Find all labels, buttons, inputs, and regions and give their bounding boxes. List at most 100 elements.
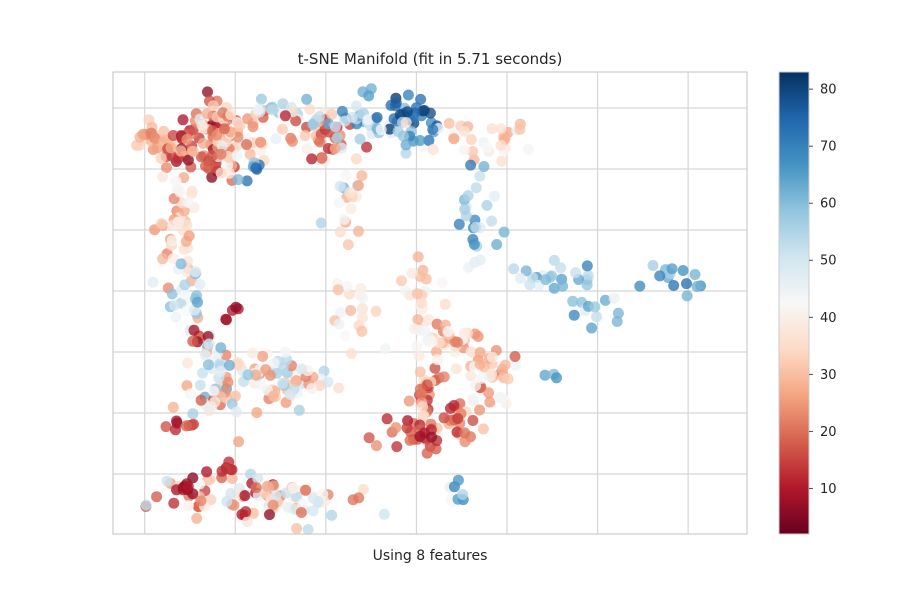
scatter-point [431, 318, 443, 330]
scatter-point [612, 307, 624, 319]
scatter-point [414, 366, 426, 378]
scatter-point [297, 498, 309, 510]
scatter-point [338, 213, 350, 225]
scatter-point [202, 86, 213, 98]
scatter-point [414, 431, 426, 442]
scatter-point [557, 280, 569, 292]
scatter-point [169, 299, 181, 311]
scatter-point [166, 288, 178, 300]
scatter-point [414, 135, 426, 146]
colorbar-tick-label: 20 [820, 425, 837, 440]
scatter-point [181, 380, 193, 392]
scatter-point [277, 98, 289, 110]
scatter-point [241, 139, 252, 150]
scatter-point [264, 509, 275, 521]
scatter-point [241, 516, 253, 528]
scatter-point [287, 482, 299, 494]
scatter-point [484, 396, 496, 408]
scatter-point [418, 410, 430, 421]
scatter-point [182, 480, 194, 492]
colorbar-tick-label: 70 [820, 140, 837, 155]
scatter-point [426, 336, 438, 348]
scatter-point [411, 288, 423, 300]
scatter-point [459, 144, 470, 156]
scatter-point [250, 369, 262, 381]
scatter-point [430, 443, 442, 455]
scatter-point [459, 427, 471, 439]
scatter-point [180, 420, 192, 432]
scatter-point [187, 335, 199, 347]
scatter-point [342, 239, 354, 251]
scatter-point [215, 167, 227, 179]
scatter-point [250, 162, 262, 174]
scatter-point [203, 359, 214, 371]
scatter-point [591, 311, 603, 323]
scatter-point [465, 370, 477, 382]
scatter-point [277, 377, 288, 389]
scatter-point [252, 472, 264, 484]
scatter-point [345, 203, 357, 215]
scatter-point [582, 270, 594, 282]
colorbar-tick-label: 30 [820, 368, 837, 383]
scatter-point [291, 491, 302, 503]
scatter-point [188, 324, 200, 336]
scatter-point [654, 270, 666, 282]
scatter-point [255, 93, 267, 105]
scatter-point [175, 258, 187, 270]
scatter-point [171, 415, 182, 427]
scatter-point [280, 346, 291, 358]
scatter-point [242, 113, 254, 125]
scatter-point [223, 167, 235, 179]
scatter-point [215, 148, 227, 160]
scatter-point [255, 136, 267, 148]
scatter-point [363, 432, 375, 444]
scatter-point [293, 404, 305, 416]
scatter-point [404, 434, 416, 446]
scatter-point [450, 363, 462, 375]
scatter-point [170, 175, 182, 187]
scatter-point [356, 312, 368, 324]
scatter-point [391, 441, 403, 453]
scatter-point [182, 154, 194, 166]
scatter-point [439, 298, 451, 310]
scatter-point [384, 123, 396, 135]
scatter-point [246, 347, 258, 359]
scatter-point [401, 422, 413, 434]
scatter-point [402, 89, 414, 101]
scatter-point [465, 159, 477, 171]
scatter-point [167, 130, 179, 141]
scatter-point [191, 512, 203, 524]
scatter-point [329, 121, 341, 133]
scatter-point [589, 301, 601, 313]
scatter-point [586, 322, 598, 334]
scatter-point [155, 152, 167, 164]
scatter-point [312, 496, 324, 507]
scatter-point [208, 385, 220, 397]
scatter-point [147, 276, 159, 288]
scatter-point [411, 340, 423, 352]
scatter-point [474, 170, 486, 182]
scatter-point [421, 379, 433, 391]
scatter-point [381, 413, 393, 425]
scatter-point [201, 466, 213, 478]
scatter-point [352, 180, 364, 191]
scatter-point [187, 145, 199, 157]
scatter-point [481, 199, 493, 211]
scatter-point [436, 277, 448, 289]
scatter-point [221, 496, 233, 507]
scatter-point [350, 100, 362, 112]
scatter-point [483, 387, 495, 399]
scatter-point [186, 185, 198, 197]
scatter-point [270, 133, 282, 145]
scatter-point [307, 505, 319, 517]
scatter-point [470, 221, 482, 233]
scatter-point [442, 326, 454, 337]
scatter-point [216, 140, 228, 152]
scatter-point [290, 375, 301, 387]
scatter-point [160, 421, 172, 433]
scatter-point [486, 351, 498, 363]
scatter-point [172, 216, 184, 228]
scatter-point [362, 114, 374, 126]
scatter-point [270, 490, 282, 502]
scatter-point [306, 383, 318, 395]
